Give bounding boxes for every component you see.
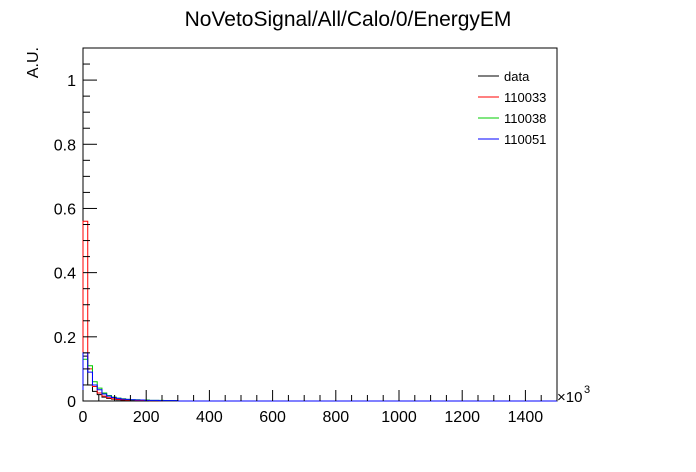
series-line-2 (82, 358, 557, 402)
series-line-3 (82, 352, 557, 402)
x-tick-label: 1400 (508, 409, 544, 426)
y-axis: 0 0.2 0.4 0.6 0.8 1 (54, 47, 97, 411)
x-tick-label: 600 (259, 409, 286, 426)
legend-label-1: 110033 (504, 90, 546, 105)
x-exponent: ×10 3 (557, 384, 590, 406)
x-axis: 0 200 400 600 800 1000 1200 1400 (79, 390, 558, 426)
legend: data 110033 110038 110051 (478, 69, 546, 147)
x-tick-label: 1000 (381, 409, 417, 426)
plot-frame (82, 47, 558, 402)
x-exponent-base: ×10 (557, 389, 582, 406)
series-layer (82, 220, 557, 402)
x-tick-label: 400 (196, 409, 223, 426)
series-line-0 (82, 355, 557, 402)
legend-label-2: 110038 (504, 111, 546, 126)
y-tick-label: 0.6 (54, 201, 76, 218)
x-tick-label: 200 (133, 409, 160, 426)
chart-title: NoVetoSignal/All/Calo/0/EnergyEM (185, 8, 512, 31)
legend-label-3: 110051 (504, 132, 546, 147)
y-tick-label: 1 (67, 73, 76, 90)
legend-label-0: data (504, 69, 530, 84)
y-axis-label: A.U. (25, 47, 42, 78)
x-tick-label: 1200 (444, 409, 480, 426)
x-exponent-power: 3 (584, 384, 590, 396)
x-tick-label: 0 (79, 409, 88, 426)
x-tick-label: 800 (322, 409, 349, 426)
y-tick-label: 0 (67, 394, 76, 411)
y-tick-label: 0.2 (54, 330, 76, 347)
y-tick-label: 0.4 (54, 266, 76, 283)
series-line-1 (82, 220, 557, 402)
y-tick-label: 0.8 (54, 137, 76, 154)
